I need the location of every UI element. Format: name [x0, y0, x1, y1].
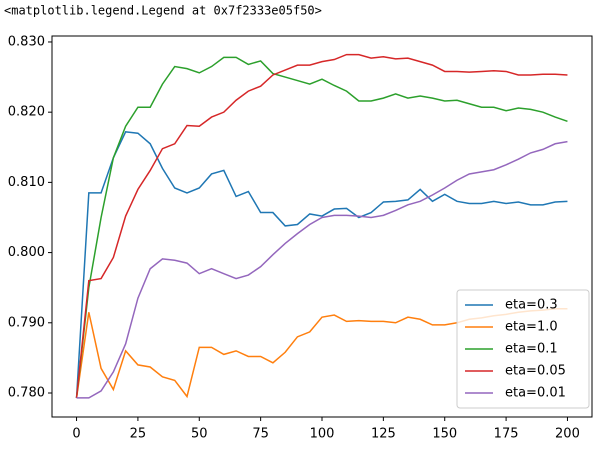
- legend-label: eta=0.3: [505, 298, 558, 313]
- legend-label: eta=1.0: [505, 320, 558, 335]
- plot-frame: [51, 35, 593, 418]
- y-tick-label: 0.790: [8, 315, 45, 330]
- y-tick-label: 0.800: [8, 245, 45, 260]
- line-series: [75, 53, 568, 398]
- x-tick-label: 200: [555, 427, 580, 442]
- line-series: [75, 131, 568, 398]
- x-tick-label: 25: [130, 427, 147, 442]
- legend-label: eta=0.05: [505, 364, 566, 379]
- y-tick-label: 0.820: [8, 105, 45, 120]
- x-tick-label: 125: [371, 427, 396, 442]
- y-tick-label: 0.810: [8, 175, 45, 190]
- x-tick-label: 0: [72, 427, 80, 442]
- output-text: <matplotlib.legend.Legend at 0x7f2333e05…: [4, 4, 322, 18]
- y-tick-label: 0.780: [8, 385, 45, 400]
- x-tick-label: 50: [191, 427, 208, 442]
- x-tick-label: 100: [310, 427, 335, 442]
- line-series: [75, 56, 568, 398]
- y-tick-label: 0.830: [8, 34, 45, 49]
- legend-box: [456, 289, 590, 409]
- x-tick-label: 75: [252, 427, 269, 442]
- x-tick-label: 150: [432, 427, 457, 442]
- legend-label: eta=0.1: [505, 342, 558, 357]
- line-series: [76, 140, 568, 399]
- legend-label: eta=0.01: [505, 386, 566, 401]
- x-tick-label: 175: [494, 427, 519, 442]
